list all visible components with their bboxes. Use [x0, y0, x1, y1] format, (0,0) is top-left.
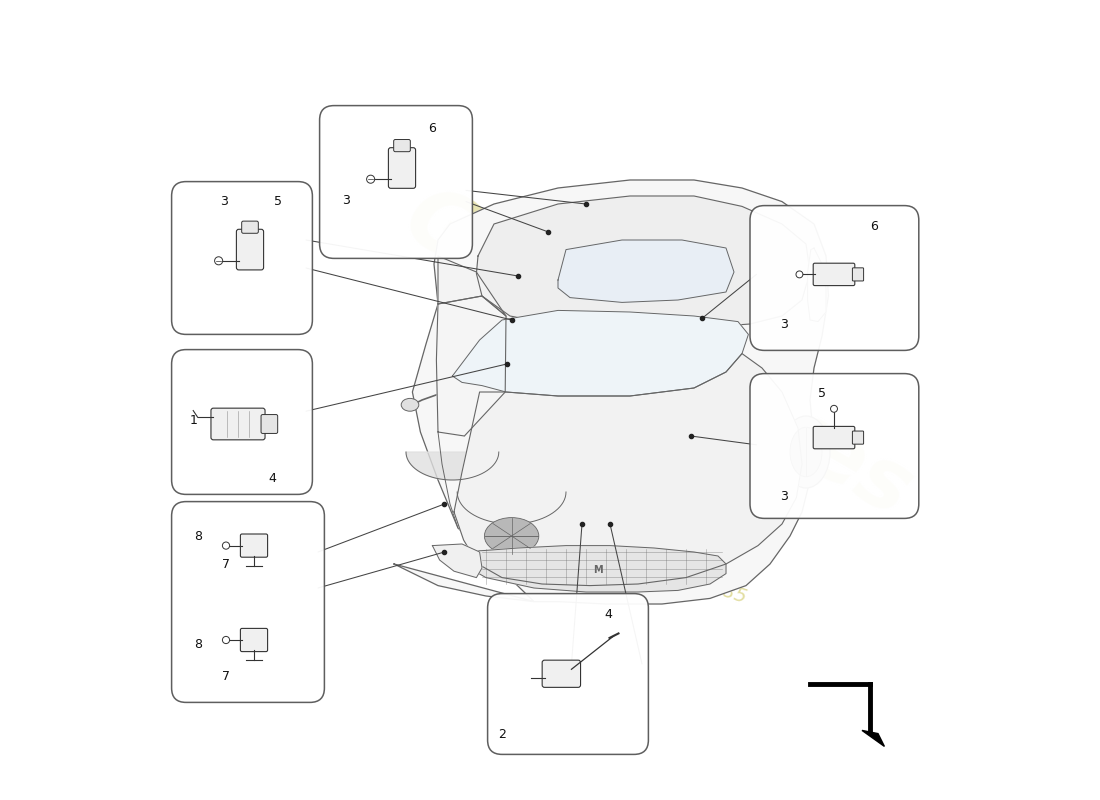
Polygon shape: [807, 248, 826, 322]
FancyBboxPatch shape: [852, 268, 864, 281]
Text: 3: 3: [220, 195, 229, 208]
Polygon shape: [454, 354, 802, 586]
Polygon shape: [558, 240, 734, 302]
Text: 7: 7: [222, 558, 230, 570]
Text: 4: 4: [268, 472, 276, 485]
FancyBboxPatch shape: [320, 106, 472, 258]
FancyBboxPatch shape: [487, 594, 648, 754]
Circle shape: [366, 175, 375, 183]
Polygon shape: [862, 730, 884, 746]
Text: 8: 8: [194, 638, 202, 650]
Text: 3: 3: [780, 490, 788, 502]
FancyBboxPatch shape: [394, 139, 410, 152]
Polygon shape: [458, 492, 566, 524]
Ellipse shape: [402, 398, 419, 411]
FancyBboxPatch shape: [241, 534, 267, 557]
Polygon shape: [406, 452, 498, 480]
Circle shape: [222, 637, 230, 643]
Text: GfluoStores: GfluoStores: [389, 177, 926, 535]
Polygon shape: [476, 196, 810, 330]
FancyBboxPatch shape: [236, 230, 264, 270]
Text: 3: 3: [342, 194, 350, 206]
FancyBboxPatch shape: [750, 374, 918, 518]
Text: 5: 5: [274, 195, 282, 208]
FancyBboxPatch shape: [813, 426, 855, 449]
Polygon shape: [458, 546, 726, 592]
Polygon shape: [432, 544, 482, 578]
FancyBboxPatch shape: [750, 206, 918, 350]
Circle shape: [830, 406, 837, 412]
Text: 6: 6: [870, 220, 878, 233]
Text: 3: 3: [780, 318, 788, 331]
FancyBboxPatch shape: [241, 629, 267, 651]
Polygon shape: [438, 256, 506, 316]
Text: 8: 8: [194, 530, 202, 542]
FancyBboxPatch shape: [813, 263, 855, 286]
Text: 2: 2: [498, 728, 506, 741]
Circle shape: [214, 257, 222, 265]
Ellipse shape: [484, 518, 539, 554]
Ellipse shape: [782, 416, 830, 488]
Text: 1: 1: [190, 414, 198, 426]
FancyBboxPatch shape: [261, 414, 277, 434]
Polygon shape: [452, 310, 748, 396]
Circle shape: [222, 542, 230, 549]
Polygon shape: [437, 296, 506, 436]
FancyBboxPatch shape: [542, 660, 581, 687]
Text: 5: 5: [818, 387, 826, 400]
FancyBboxPatch shape: [172, 350, 312, 494]
Text: a passion for parts since 1985: a passion for parts since 1985: [463, 498, 749, 606]
FancyBboxPatch shape: [388, 148, 416, 188]
Text: 4: 4: [605, 608, 613, 621]
FancyBboxPatch shape: [211, 408, 265, 440]
FancyBboxPatch shape: [172, 182, 312, 334]
FancyBboxPatch shape: [242, 221, 258, 234]
Text: 7: 7: [222, 670, 230, 682]
Text: M: M: [593, 565, 603, 574]
Text: 6: 6: [428, 122, 436, 134]
Ellipse shape: [790, 427, 822, 477]
FancyBboxPatch shape: [852, 431, 864, 444]
Circle shape: [796, 271, 803, 278]
FancyBboxPatch shape: [172, 502, 324, 702]
Polygon shape: [394, 180, 828, 604]
Ellipse shape: [472, 509, 551, 563]
